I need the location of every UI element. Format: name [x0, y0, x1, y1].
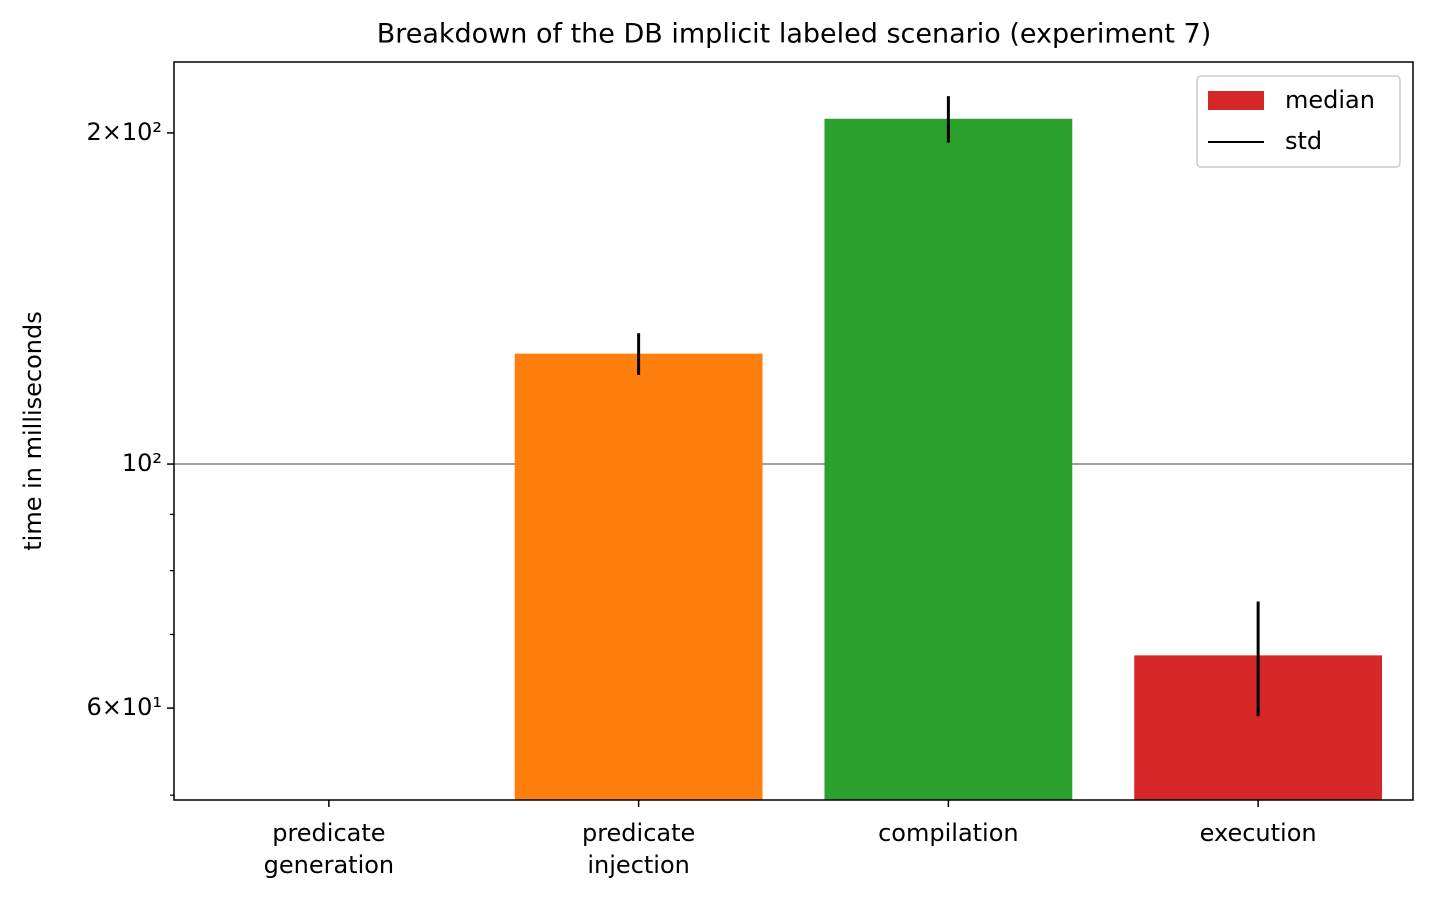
legend-label: median — [1285, 86, 1375, 114]
y-axis-label: time in milliseconds — [19, 311, 47, 551]
y-tick-label: 10² — [122, 449, 162, 477]
bar — [514, 353, 763, 800]
legend-label: std — [1285, 127, 1322, 155]
bar — [824, 118, 1073, 801]
legend-swatch — [1208, 91, 1264, 110]
y-tick-label: 2×10² — [86, 118, 162, 146]
chart-title: Breakdown of the DB implicit labeled sce… — [377, 19, 1212, 50]
x-tick-label: compilation — [878, 819, 1019, 847]
x-tick-label: predicate generation — [264, 819, 395, 879]
x-tick-label: execution — [1200, 819, 1317, 847]
y-tick-label: 6×10¹ — [86, 693, 162, 721]
x-tick-label: predicate injection — [582, 819, 695, 879]
plot-frame — [173, 61, 1414, 801]
